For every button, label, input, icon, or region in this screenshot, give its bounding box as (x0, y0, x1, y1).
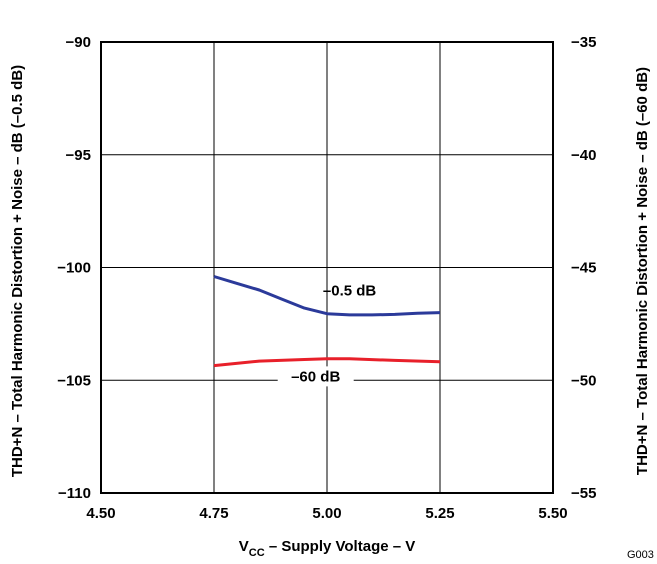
y-left-tick-label: −110 (58, 485, 91, 502)
y-right-tick-labels: −35 −40 −45 −50 −55 (571, 34, 596, 502)
series-label-1: –0.5 dB (323, 283, 377, 300)
y-left-axis-title: THD+N – Total Harmonic Distortion + Nois… (9, 65, 26, 477)
y-left-tick-label: −105 (57, 372, 91, 389)
y-right-tick-label: −50 (571, 372, 596, 389)
y-right-tick-label: −40 (571, 147, 596, 164)
figure-id-label: G003 (627, 549, 654, 561)
y-left-tick-labels: −90 −95 −100 −105 −110 (57, 34, 91, 502)
y-left-tick-label: −100 (57, 260, 91, 277)
y-right-axis-title: THD+N – Total Harmonic Distortion + Nois… (634, 67, 651, 475)
x-tick-label: 5.25 (425, 505, 454, 522)
x-tick-label: 5.00 (312, 505, 341, 522)
series-labels: –0.5 dB –60 dB (277, 283, 377, 387)
y-right-tick-label: −55 (571, 485, 596, 502)
series-layer (213, 275, 441, 368)
series-label-2: –60 dB (291, 368, 340, 385)
x-tick-label: 5.50 (538, 505, 567, 522)
y-left-tick-label: −95 (66, 147, 91, 164)
y-right-tick-label: −35 (571, 34, 596, 51)
x-axis-title: VCC – Supply Voltage – V (239, 538, 416, 559)
series-label-2-background (277, 366, 354, 387)
plot-frame (100, 41, 554, 494)
grid-lines (101, 42, 553, 493)
series-line-2 (213, 357, 441, 368)
y-left-tick-label: −90 (66, 34, 91, 51)
x-tick-labels: 4.50 4.75 5.00 5.25 5.50 (86, 505, 567, 522)
x-tick-label: 4.75 (199, 505, 228, 522)
y-right-tick-label: −45 (571, 260, 596, 277)
x-tick-label: 4.50 (86, 505, 115, 522)
series-line-1 (213, 275, 441, 317)
